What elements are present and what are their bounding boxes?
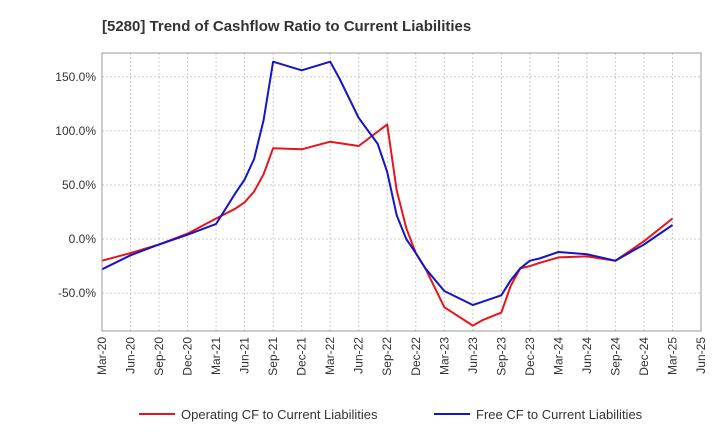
x-tick-label: Mar-20 bbox=[95, 337, 109, 375]
y-tick-label: 0.0% bbox=[69, 232, 97, 246]
series-line-operating-cf bbox=[101, 123, 674, 327]
x-tick-label: Mar-25 bbox=[665, 337, 679, 375]
legend-label: Operating CF to Current Liabilities bbox=[181, 407, 378, 422]
x-tick-label: Sep-22 bbox=[380, 337, 394, 376]
y-tick-label: 150.0% bbox=[55, 70, 96, 84]
x-tick-label: Dec-24 bbox=[637, 337, 651, 376]
x-tick-label: Sep-20 bbox=[152, 337, 166, 376]
x-tick-label: Jun-23 bbox=[466, 337, 480, 374]
legend-label: Free CF to Current Liabilities bbox=[476, 407, 643, 422]
plot-frame bbox=[101, 52, 702, 332]
chart-title: [5280] Trend of Cashflow Ratio to Curren… bbox=[102, 18, 471, 35]
x-tick-label: Mar-21 bbox=[209, 337, 223, 375]
x-tick-label: Jun-25 bbox=[694, 337, 708, 374]
y-tick-label: 50.0% bbox=[62, 178, 96, 192]
legend: Operating CF to Current Liabilities Free … bbox=[139, 407, 643, 422]
y-tick-label: -50.0% bbox=[58, 286, 96, 300]
x-tick-label: Dec-20 bbox=[181, 337, 195, 376]
x-tick-label: Mar-22 bbox=[323, 337, 337, 375]
x-tick-label: Jun-24 bbox=[580, 337, 594, 374]
x-axis-tick-labels: Mar-20 Jun-20 Sep-20 Dec-20 Mar-21 Jun-21 Sep-… bbox=[95, 337, 708, 376]
x-tick-label: Dec-23 bbox=[523, 337, 537, 376]
x-tick-label: Jun-21 bbox=[238, 337, 252, 374]
x-tick-label: Sep-23 bbox=[494, 337, 508, 376]
x-tick-label: Mar-24 bbox=[551, 337, 565, 375]
x-tick-label: Mar-23 bbox=[437, 337, 451, 375]
x-tick-label: Dec-22 bbox=[409, 337, 423, 376]
grid-lines bbox=[101, 53, 702, 331]
y-axis-tick-labels: 150.0% 100.0% 50.0% 0.0% -50.0% bbox=[55, 70, 96, 300]
x-tick-label: Sep-21 bbox=[266, 337, 280, 376]
x-tick-label: Dec-21 bbox=[295, 337, 309, 376]
series-lines bbox=[101, 60, 674, 327]
x-tick-label: Jun-20 bbox=[124, 337, 138, 374]
x-tick-label: Jun-22 bbox=[352, 337, 366, 374]
y-tick-label: 100.0% bbox=[55, 124, 96, 138]
series-line-free-cf bbox=[101, 60, 674, 306]
x-tick-label: Sep-24 bbox=[608, 337, 622, 376]
